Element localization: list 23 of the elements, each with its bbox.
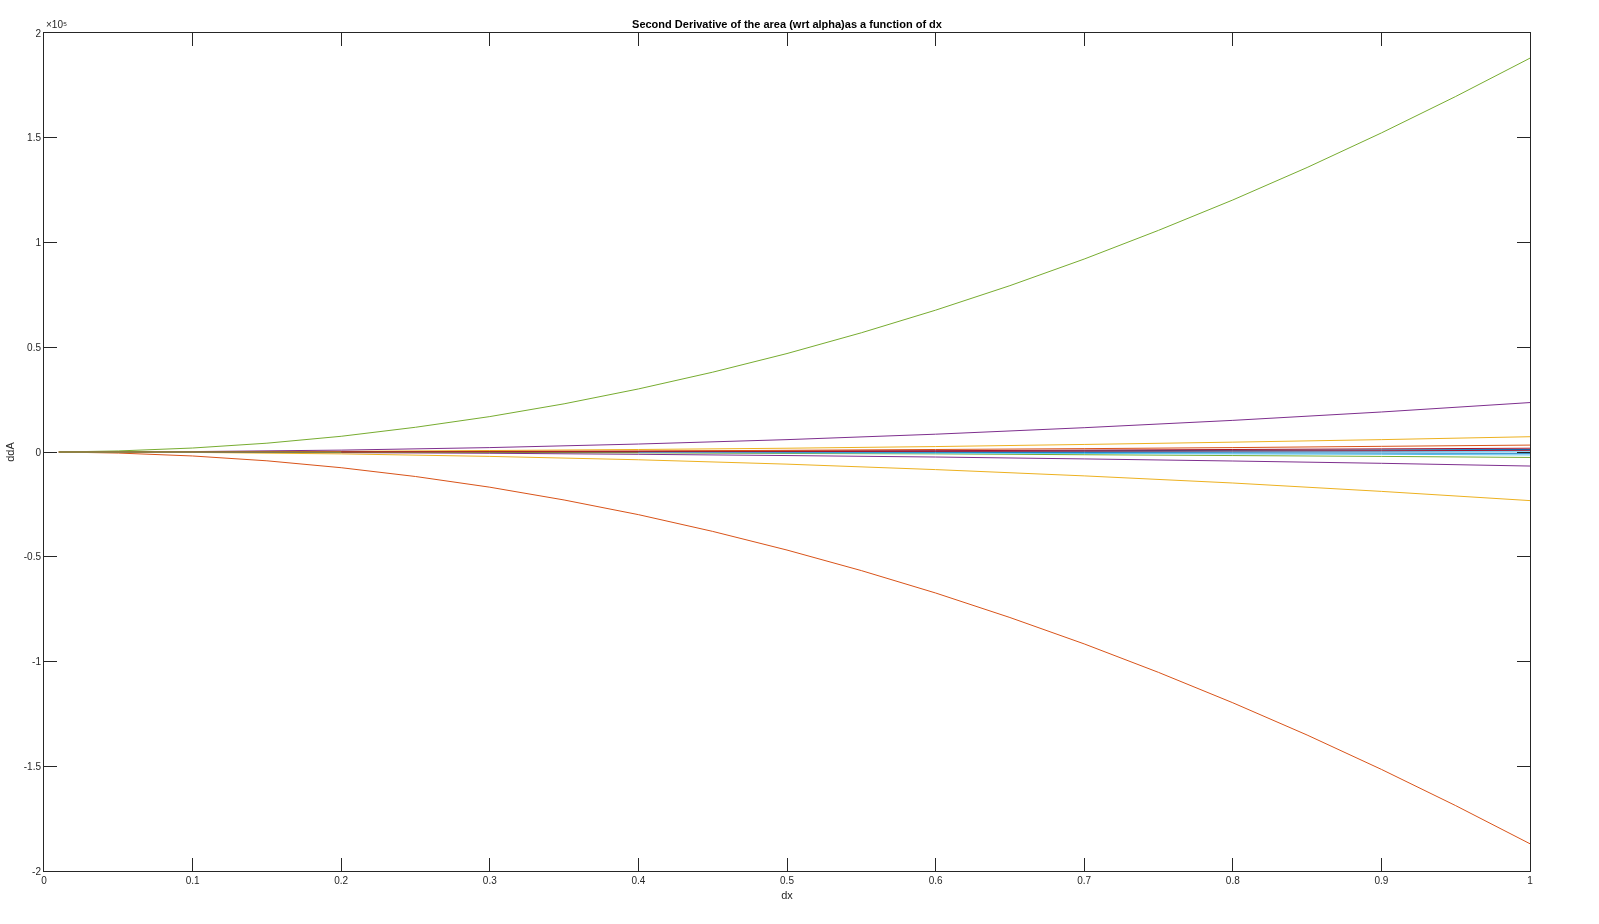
x-tick-label: 0.7: [1077, 875, 1092, 886]
x-tick-label: 0.3: [482, 875, 498, 886]
y-tick-label: 1.5: [27, 132, 42, 144]
y-axis-title: ddA: [4, 441, 17, 462]
y-tick-label: -1.5: [23, 760, 42, 772]
y-tick-label: -2: [32, 865, 42, 877]
x-tick-label: 1: [1527, 875, 1534, 886]
text: ×10⁵: [46, 19, 68, 30]
y-tick-label: 0: [35, 446, 42, 458]
x-tick-label: 0.6: [928, 875, 943, 886]
y-tick-label: 2: [35, 27, 42, 39]
x-tick-label: 0.8: [1225, 875, 1241, 886]
x-tick-label: 0.2: [334, 875, 349, 886]
x-tick-label: 0.1: [185, 875, 200, 886]
y-tick-label: 1: [35, 237, 42, 248]
x-tick-label: 0.9: [1374, 875, 1389, 886]
y-tick-label: 0.5: [27, 341, 42, 353]
chart-title: Second Derivative of the area (wrt alpha)as a function of dx: [632, 18, 943, 30]
x-tick-label: 0.5: [780, 875, 795, 886]
x-axis-title: dx: [781, 889, 794, 902]
y-tick-label: -0.5: [23, 551, 42, 563]
y-tick-label: -1: [32, 656, 42, 667]
x-tick-label: 0.4: [631, 875, 646, 886]
